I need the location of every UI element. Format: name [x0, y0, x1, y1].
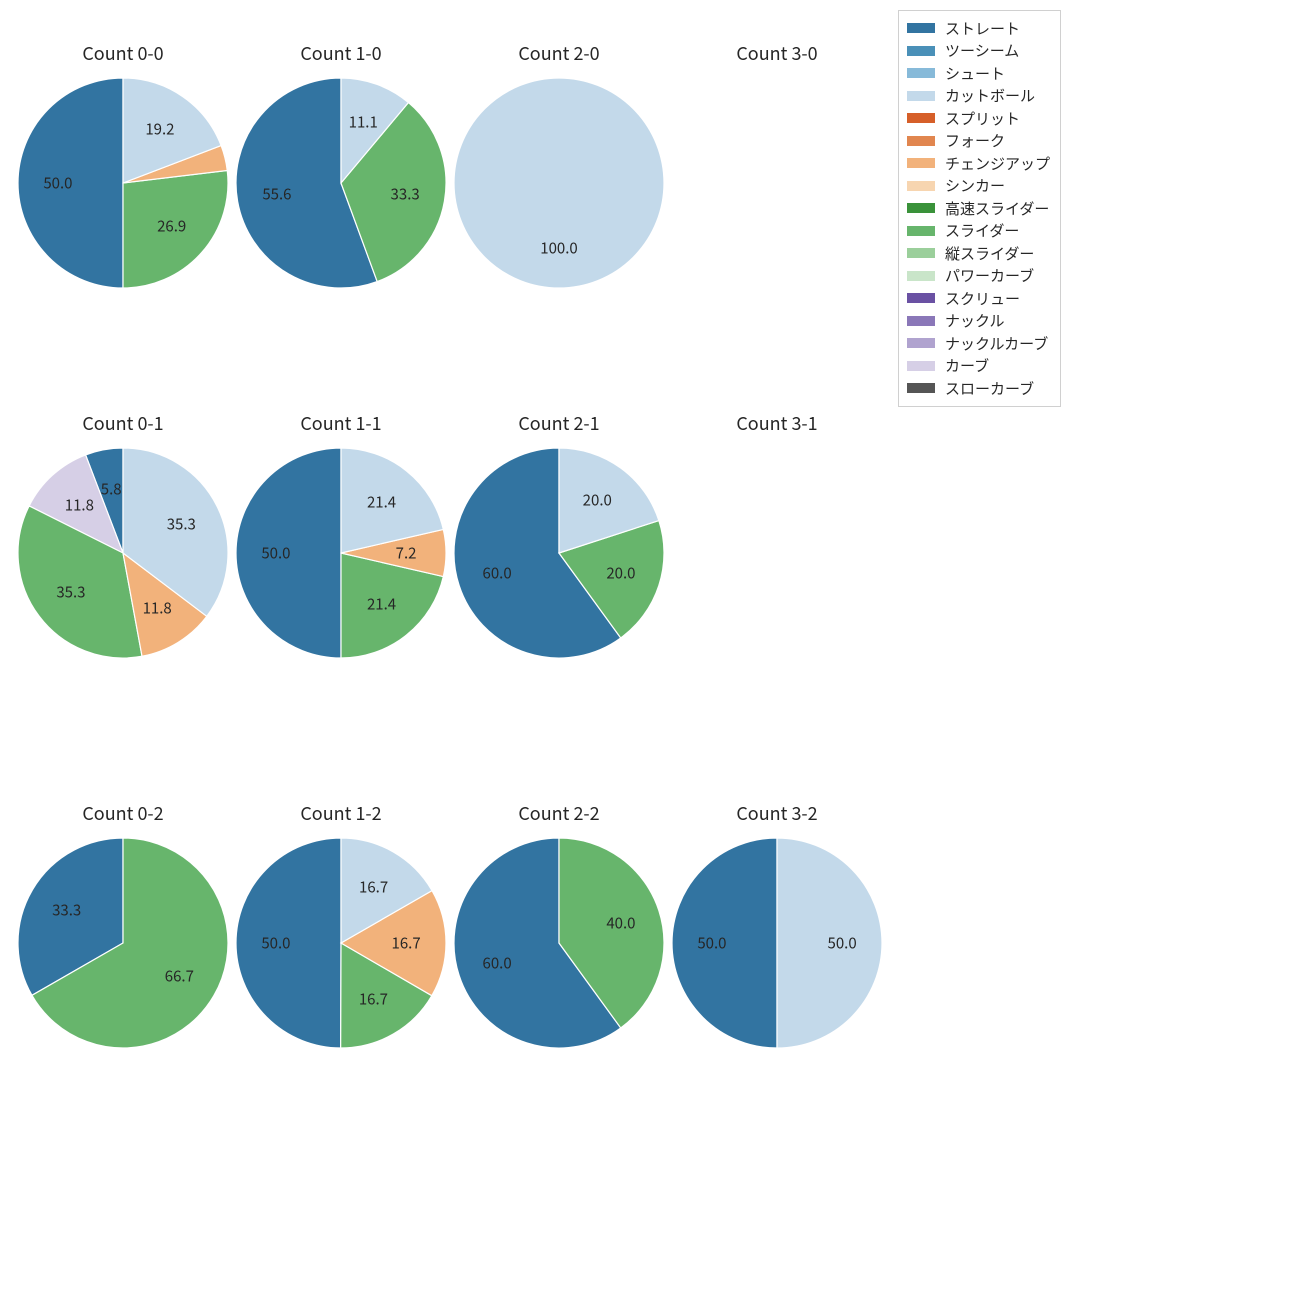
panel-title: Count 2-1 [450, 410, 668, 436]
legend-item: 縦スライダー [907, 242, 1050, 265]
panel-title: Count 0-2 [14, 800, 232, 826]
legend-swatch [907, 316, 935, 326]
pie-slice [236, 838, 341, 1048]
legend-swatch [907, 271, 935, 281]
legend-item: スライダー [907, 220, 1050, 243]
panel-title: Count 3-2 [668, 800, 886, 826]
legend-item: スクリュー [907, 287, 1050, 310]
legend-item: ナックルカーブ [907, 332, 1050, 355]
pie-slice [236, 448, 341, 658]
panel-title: Count 0-0 [14, 40, 232, 66]
legend-swatch [907, 68, 935, 78]
legend-label: スプリット [945, 108, 1020, 129]
legend-label: ナックル [945, 310, 1005, 331]
panel-count-2-2: Count 2-260.040.0 [450, 800, 668, 1052]
legend-item: シュート [907, 62, 1050, 85]
legend-label: 高速スライダー [945, 198, 1049, 219]
legend-label: シンカー [945, 175, 1005, 196]
legend-label: 縦スライダー [945, 243, 1034, 264]
legend-label: スローカーブ [945, 378, 1034, 399]
chart-grid: Count 0-050.026.919.2Count 1-055.633.311… [0, 0, 1300, 1300]
pie-slice-カットボール [454, 78, 664, 288]
legend-item: スプリット [907, 107, 1050, 130]
panel-count-0-0: Count 0-050.026.919.2 [14, 40, 232, 292]
legend-swatch [907, 46, 935, 56]
pie-slice [672, 838, 777, 1048]
panel-count-2-0: Count 2-0100.0 [450, 40, 668, 292]
panel-count-1-0: Count 1-055.633.311.1 [232, 40, 450, 292]
legend: ストレートツーシームシュートカットボールスプリットフォークチェンジアップシンカー… [898, 10, 1061, 407]
legend-item: パワーカーブ [907, 265, 1050, 288]
legend-label: シュート [945, 63, 1005, 84]
legend-item: 高速スライダー [907, 197, 1050, 220]
legend-swatch [907, 23, 935, 33]
legend-label: フォーク [945, 130, 1005, 151]
pie-slice [18, 78, 123, 288]
legend-label: スクリュー [945, 288, 1020, 309]
legend-swatch [907, 158, 935, 168]
legend-swatch [907, 203, 935, 213]
legend-swatch [907, 226, 935, 236]
legend-item: スローカーブ [907, 377, 1050, 400]
panel-title: Count 2-0 [450, 40, 668, 66]
legend-label: カットボール [945, 85, 1035, 106]
panel-title: Count 1-2 [232, 800, 450, 826]
legend-swatch [907, 361, 935, 371]
legend-label: ストレート [945, 18, 1020, 39]
panel-title: Count 0-1 [14, 410, 232, 436]
panel-count-3-1: Count 3-1 [668, 410, 886, 662]
legend-item: ナックル [907, 310, 1050, 333]
legend-swatch [907, 293, 935, 303]
legend-swatch [907, 113, 935, 123]
panel-count-0-2: Count 0-233.366.7 [14, 800, 232, 1052]
legend-label: ツーシーム [945, 40, 1019, 61]
legend-swatch [907, 248, 935, 258]
legend-item: フォーク [907, 130, 1050, 153]
legend-item: ストレート [907, 17, 1050, 40]
legend-label: スライダー [945, 220, 1019, 241]
legend-label: ナックルカーブ [945, 333, 1048, 354]
panel-count-1-1: Count 1-150.021.47.221.4 [232, 410, 450, 662]
legend-label: パワーカーブ [945, 265, 1034, 286]
legend-label: カーブ [945, 355, 989, 376]
panel-count-3-2: Count 3-250.050.0 [668, 800, 886, 1052]
panel-title: Count 3-0 [668, 40, 886, 66]
legend-item: シンカー [907, 175, 1050, 198]
legend-swatch [907, 383, 935, 393]
legend-item: チェンジアップ [907, 152, 1050, 175]
panel-count-3-0: Count 3-0 [668, 40, 886, 292]
panel-title: Count 2-2 [450, 800, 668, 826]
legend-swatch [907, 136, 935, 146]
panel-title: Count 1-0 [232, 40, 450, 66]
panel-count-0-1: Count 0-15.811.835.311.835.3 [14, 410, 232, 662]
legend-item: カーブ [907, 355, 1050, 378]
pie-slice [777, 838, 882, 1048]
legend-swatch [907, 91, 935, 101]
panel-count-1-2: Count 1-250.016.716.716.7 [232, 800, 450, 1052]
legend-swatch [907, 181, 935, 191]
panel-title: Count 3-1 [668, 410, 886, 436]
panel-count-2-1: Count 2-160.020.020.0 [450, 410, 668, 662]
legend-item: カットボール [907, 85, 1050, 108]
panel-title: Count 1-1 [232, 410, 450, 436]
pie-slice [123, 170, 228, 288]
legend-item: ツーシーム [907, 40, 1050, 63]
legend-label: チェンジアップ [945, 153, 1050, 174]
legend-swatch [907, 338, 935, 348]
